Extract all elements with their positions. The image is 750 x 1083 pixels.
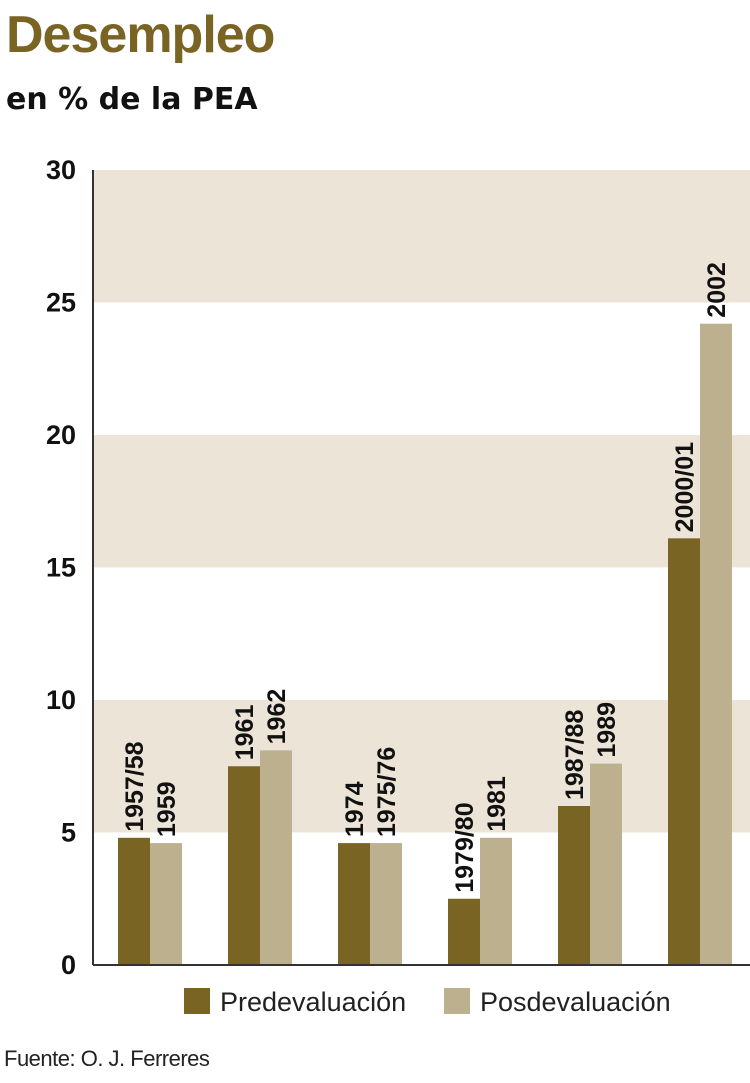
bar xyxy=(260,750,292,965)
bar xyxy=(228,766,260,965)
y-tick-label: 30 xyxy=(46,155,76,185)
y-tick-label: 25 xyxy=(46,288,76,318)
bar-label: 1961 xyxy=(231,705,259,761)
bar-chart: 1957/58 1961 1974 1979/80 1987/88 2000/01 1959… xyxy=(46,155,750,1017)
legend-label-posdevaluacion: Posdevaluación xyxy=(480,987,671,1017)
bar xyxy=(590,763,622,965)
bar xyxy=(150,843,182,965)
chart-title: Desempleo xyxy=(6,6,275,64)
bar-label: 1979/80 xyxy=(451,802,479,892)
legend-swatch-predevaluacion xyxy=(184,988,210,1014)
y-tick-label: 0 xyxy=(61,950,76,980)
grid-band xyxy=(93,170,750,303)
grid-band xyxy=(93,700,750,833)
legend-swatch-posdevaluacion xyxy=(444,988,470,1014)
bar-labels: 1957/58 1961 1974 1979/80 1987/88 2000/01 1959… xyxy=(121,262,731,893)
bar xyxy=(480,837,512,965)
y-tick-label: 15 xyxy=(46,553,76,583)
legend: Predevaluación Posdevaluación xyxy=(184,987,671,1017)
source-note: Fuente: O. J. Ferreres xyxy=(4,1046,210,1071)
bar-label: 1975/76 xyxy=(373,747,401,837)
legend-label-predevaluacion: Predevaluación xyxy=(220,987,406,1017)
bar xyxy=(118,837,150,965)
bar-label: 1989 xyxy=(593,702,621,758)
bar xyxy=(448,898,480,965)
y-tick-label: 20 xyxy=(46,420,76,450)
bar xyxy=(668,538,700,965)
bar xyxy=(700,323,732,965)
bar xyxy=(370,843,402,965)
chart-subtitle: en % de la PEA xyxy=(6,82,258,117)
bar xyxy=(558,806,590,965)
grid-band xyxy=(93,435,750,568)
bar-label: 2002 xyxy=(703,262,731,318)
y-tick-label: 10 xyxy=(46,685,76,715)
y-tick-label: 5 xyxy=(61,818,76,848)
bar-label: 1959 xyxy=(153,781,181,837)
background-bands xyxy=(93,170,750,833)
bar-label: 1957/58 xyxy=(121,741,149,831)
bar-label: 2000/01 xyxy=(671,442,699,532)
bars xyxy=(118,323,732,965)
bar-label: 1974 xyxy=(341,781,369,837)
bar-label: 1981 xyxy=(483,776,511,832)
bar xyxy=(338,843,370,965)
bar-label: 1962 xyxy=(263,689,291,745)
y-ticks: 0 5 10 15 20 25 30 xyxy=(46,155,76,980)
bar-label: 1987/88 xyxy=(561,710,589,800)
